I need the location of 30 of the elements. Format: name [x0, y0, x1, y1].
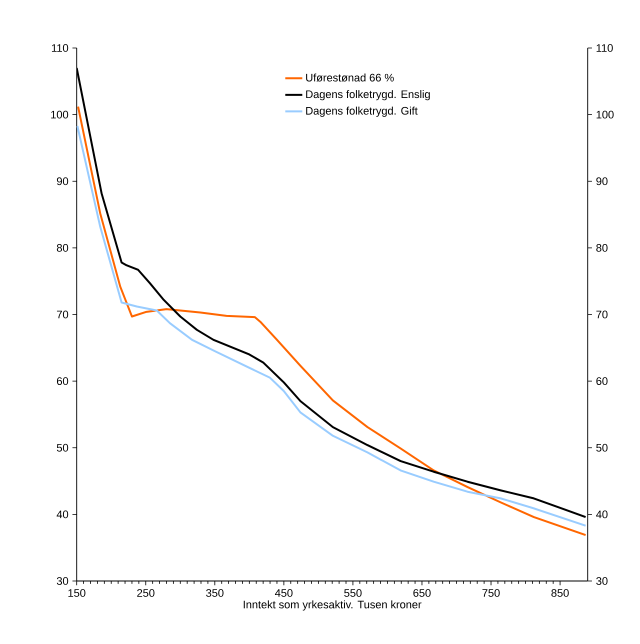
legend-label: Dagens folketrygd. Enslig: [306, 90, 430, 100]
x-tick-label: 250: [137, 589, 154, 597]
y2-tick-label: 60: [596, 377, 608, 386]
x-tick-label: 550: [344, 589, 362, 597]
y2-tick-label: 110: [596, 44, 613, 52]
y-tick-label: 60: [56, 377, 68, 386]
y2-tick-label: 70: [596, 310, 608, 318]
x-tick-label: 650: [413, 589, 431, 597]
y2-tick-label: 100: [596, 110, 614, 118]
y-tick-label: 30: [56, 577, 68, 585]
y-tick-label: 90: [56, 177, 68, 186]
x-tick-label: 850: [551, 589, 569, 597]
y2-tick-label: 40: [596, 510, 608, 518]
legend-label: Dagens folketrygd. Gift: [306, 106, 418, 117]
y-tick-label: 110: [52, 44, 68, 52]
x-tick-label: 150: [68, 589, 86, 597]
legend-label: Uførestønad 66 %: [306, 74, 394, 82]
y2-tick-label: 90: [596, 177, 608, 186]
x-tick-label: 350: [206, 589, 224, 597]
x-axis-title: Inntekt som yrkesaktiv. Tusen kroner: [244, 600, 422, 611]
y-tick-label: 40: [56, 510, 68, 518]
x-tick-label: 450: [274, 589, 293, 597]
y-tick-label: 70: [56, 310, 68, 318]
y-tick-label: 80: [56, 244, 68, 252]
y2-tick-label: 80: [596, 244, 608, 252]
y-tick-label: 100: [51, 110, 68, 118]
y2-tick-label: 30: [596, 577, 608, 585]
y-tick-label: 50: [56, 444, 68, 452]
y2-tick-label: 50: [596, 444, 608, 452]
x-tick-label: 750: [482, 589, 500, 597]
